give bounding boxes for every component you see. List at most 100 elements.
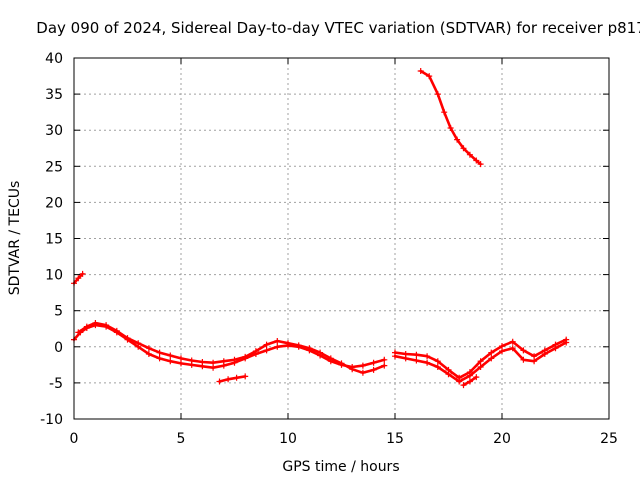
series-line — [218, 375, 247, 383]
data-point — [381, 362, 388, 369]
data-point — [263, 341, 270, 348]
data-point — [460, 382, 467, 389]
data-point — [75, 329, 82, 336]
y-tick-label: 0 — [54, 340, 63, 356]
data-point — [509, 338, 516, 345]
data-point — [103, 322, 110, 329]
data-point — [199, 359, 206, 365]
data-point — [167, 352, 174, 359]
data-point — [434, 358, 441, 365]
data-point — [263, 347, 270, 354]
series-dip-low — [460, 374, 480, 389]
data-point — [426, 73, 433, 80]
data-point — [216, 378, 223, 385]
data-point — [225, 376, 232, 383]
data-point — [274, 343, 281, 350]
data-point — [473, 374, 480, 381]
y-tick-label: 10 — [45, 268, 63, 284]
data-point — [135, 340, 142, 347]
data-point — [252, 348, 259, 355]
data-point — [188, 357, 195, 364]
data-point — [531, 358, 538, 365]
x-tick-label: 5 — [177, 431, 186, 447]
data-point — [231, 356, 238, 363]
y-tick-label: -5 — [49, 376, 63, 392]
data-point — [466, 372, 473, 379]
data-point — [552, 345, 559, 352]
chart-title: Day 090 of 2024, Sidereal Day-to-day VTE… — [36, 19, 640, 37]
y-tick-label: 15 — [45, 232, 63, 248]
data-point — [210, 359, 217, 366]
data-point — [327, 355, 334, 362]
data-point — [145, 345, 152, 352]
data-point — [113, 327, 120, 334]
data-point — [477, 364, 484, 370]
x-tick-label: 20 — [493, 431, 511, 447]
data-point — [338, 360, 345, 367]
data-point — [317, 349, 324, 356]
axis-ticks: 0 5 10 15 20 25 -10 -5 0 5 10 15 20 25 30 35 40 — [40, 51, 618, 447]
data-point — [349, 366, 356, 373]
data-point — [417, 68, 424, 74]
data-point — [285, 340, 291, 347]
data-point — [466, 151, 473, 158]
data-point — [402, 355, 409, 362]
y-tick-label: -10 — [40, 412, 63, 428]
data-point — [488, 355, 495, 362]
x-axis-label: GPS time / hours — [282, 459, 399, 475]
series-upper-segment — [417, 68, 484, 168]
data-point — [75, 275, 82, 282]
data-point — [79, 270, 86, 277]
y-tick-label: 35 — [45, 87, 63, 103]
data-point — [242, 353, 249, 360]
data-point — [477, 161, 484, 168]
y-tick-label: 30 — [45, 123, 63, 139]
data-point — [156, 349, 163, 356]
data-point — [413, 357, 420, 364]
data-point — [370, 366, 377, 373]
data-point — [306, 345, 313, 352]
data-point — [295, 342, 302, 349]
data-point — [413, 351, 420, 358]
series-line — [419, 69, 482, 166]
data-point — [563, 339, 570, 346]
data-point — [220, 358, 227, 365]
data-point — [460, 145, 467, 152]
data-point — [520, 356, 527, 363]
series-late-low — [216, 373, 249, 385]
data-point — [156, 355, 163, 362]
data-point — [167, 358, 174, 365]
data-point — [499, 348, 505, 355]
y-tick-label: 5 — [54, 304, 63, 320]
data-point — [541, 351, 548, 357]
x-tick-label: 25 — [600, 431, 618, 447]
data-point — [477, 358, 484, 365]
data-point — [381, 356, 388, 363]
data-point — [456, 378, 463, 385]
data-point — [441, 109, 448, 116]
data-series — [71, 68, 570, 389]
data-point — [434, 364, 441, 370]
data-point — [359, 362, 366, 369]
data-point — [242, 373, 249, 380]
data-point — [392, 353, 398, 360]
y-tick-label: 40 — [45, 51, 63, 67]
x-tick-label: 15 — [386, 431, 404, 447]
data-point — [145, 351, 152, 357]
series-main-track-d — [392, 339, 570, 385]
data-point — [83, 323, 90, 330]
series-line — [77, 321, 386, 375]
data-point — [274, 338, 281, 344]
data-point — [447, 125, 454, 131]
data-point — [233, 374, 240, 381]
data-point — [454, 136, 461, 143]
data-point — [124, 335, 131, 342]
data-point — [424, 353, 431, 360]
data-point — [520, 347, 527, 354]
x-tick-label: 0 — [70, 431, 79, 447]
x-tick-label: 10 — [279, 431, 297, 447]
data-point — [178, 355, 184, 362]
data-point — [488, 349, 495, 356]
